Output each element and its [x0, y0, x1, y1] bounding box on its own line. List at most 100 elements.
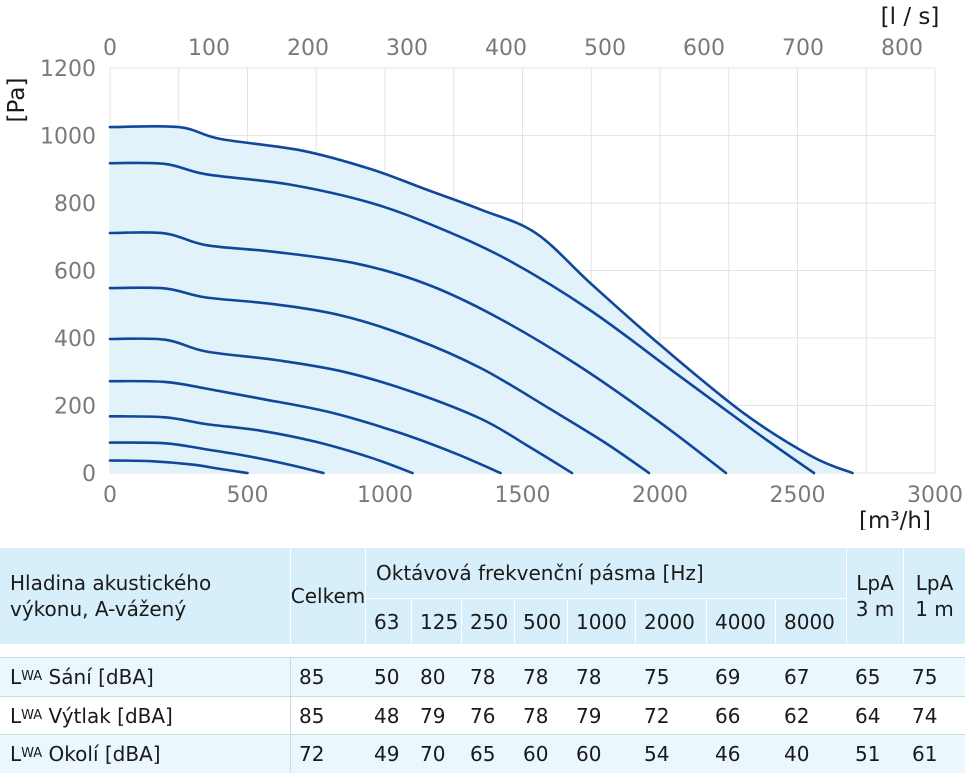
octave-header-250: 250 — [462, 599, 514, 644]
header-label: Hladina akustického výkonu, A-vážený — [0, 548, 290, 644]
row-label: L WA Výtlak [dBA] — [0, 697, 290, 735]
lpa3-line2: 3 m — [855, 597, 895, 621]
table-cell: 74 — [912, 704, 938, 728]
octave-separator — [461, 599, 462, 644]
top-axis-unit: [l / s] — [881, 4, 940, 30]
y-tick-label: 1200 — [40, 57, 96, 82]
fan-curve-7 — [108, 231, 728, 475]
row-label-text: Okolí [dBA] — [42, 742, 161, 766]
x-tick-label: 1500 — [495, 483, 551, 508]
row-label-prefix: L — [10, 704, 22, 728]
lpa1-line2: 1 m — [915, 597, 954, 621]
header-label-line2: výkonu, A-vážený — [10, 597, 187, 621]
table-cell: 60 — [576, 742, 602, 766]
header-octave-title: Oktávová frekvenční pásma [Hz] — [366, 548, 846, 598]
header-total-text: Celkem — [290, 584, 366, 608]
octave-header-4000: 4000 — [707, 599, 775, 644]
table-cell: 78 — [523, 704, 549, 728]
table-cell: 80 — [420, 665, 446, 689]
table-cell: 85 — [299, 704, 325, 728]
header-label-line1: Hladina akustického — [10, 571, 212, 595]
table-cell: 72 — [644, 704, 670, 728]
fan-curve-4 — [108, 379, 502, 475]
operating-area-fill — [110, 126, 853, 473]
table-cell: 66 — [715, 704, 741, 728]
table-cell: 60 — [523, 742, 549, 766]
octave-separator — [411, 599, 412, 644]
row-label-text: Výtlak [dBA] — [42, 704, 173, 728]
fan-curve-2 — [108, 441, 325, 475]
table-cell: 75 — [912, 665, 938, 689]
axis-ticks: 0 500 1000 1500 2000 2500 30000200400600800100… — [40, 36, 963, 508]
fan-curve-3 — [108, 415, 414, 475]
y-tick-label: 0 — [82, 462, 96, 487]
top-tick-label: 200 — [287, 36, 329, 61]
fan-curve-6 — [108, 286, 651, 475]
y-tick-label: 1000 — [40, 125, 96, 150]
octave-title-text: Oktávová frekvenční pásma [Hz] — [376, 561, 704, 585]
x-tick-label: 500 — [227, 483, 269, 508]
octave-separator — [567, 599, 568, 644]
table-cell: 62 — [784, 704, 810, 728]
top-tick-label: 600 — [683, 36, 725, 61]
table-row — [0, 735, 965, 773]
row-separator — [0, 734, 965, 735]
header-total: Celkem — [291, 548, 365, 644]
row-label: L WA Okolí [dBA] — [0, 735, 290, 773]
octave-separator — [775, 599, 776, 644]
header-lpa-1m: LpA 1 m — [904, 548, 965, 644]
octave-separator — [514, 599, 515, 644]
top-tick-label: 500 — [584, 36, 626, 61]
row-label: L WA Sání [dBA] — [0, 658, 290, 696]
table-cell: 54 — [644, 742, 670, 766]
x-tick-label: 0 — [103, 483, 117, 508]
table-cell: 65 — [855, 665, 881, 689]
row-label-prefix: L — [10, 665, 22, 689]
fan-curve-9 — [108, 124, 854, 475]
table-cell: 46 — [715, 742, 741, 766]
header-separator — [290, 548, 291, 644]
table-cell: 48 — [374, 704, 400, 728]
y-tick-label: 600 — [54, 260, 96, 285]
table-cell: 49 — [374, 742, 400, 766]
x-tick-label: 2500 — [770, 483, 826, 508]
octave-header-500: 500 — [515, 599, 567, 644]
octave-header-125: 125 — [412, 599, 461, 644]
x-axis-unit: [m³/h] — [859, 508, 931, 530]
table-cell: 67 — [784, 665, 810, 689]
octave-separator — [706, 599, 707, 644]
header-lpa-3m: LpA 3 m — [847, 548, 903, 644]
table-cell: 70 — [420, 742, 446, 766]
x-tick-label: 2000 — [632, 483, 688, 508]
table-row — [0, 697, 965, 735]
acoustic-power-table: Hladina akustického výkonu, A-vážený Cel… — [0, 548, 965, 774]
header-separator — [903, 548, 904, 644]
octave-header-2000: 2000 — [636, 599, 706, 644]
table-cell: 64 — [855, 704, 881, 728]
fan-curve-5 — [108, 337, 574, 475]
table-cell: 79 — [576, 704, 602, 728]
octave-separator — [635, 599, 636, 644]
row-label-subscript: WA — [21, 708, 43, 723]
x-tick-label: 3000 — [907, 483, 963, 508]
header-separator — [846, 548, 847, 644]
row-separator — [0, 657, 965, 658]
table-cell: 61 — [912, 742, 938, 766]
table-cell: 79 — [420, 704, 446, 728]
y-tick-label: 800 — [54, 192, 96, 217]
fan-curve-1 — [108, 459, 249, 475]
fan-curves — [108, 124, 854, 475]
table-cell: 78 — [470, 665, 496, 689]
row-label-prefix: L — [10, 742, 22, 766]
x-tick-label: 1000 — [357, 483, 413, 508]
top-tick-label: 800 — [881, 36, 923, 61]
octave-header-63: 63 — [366, 599, 411, 644]
table-cell: 76 — [470, 704, 496, 728]
top-tick-label: 700 — [782, 36, 824, 61]
table-cell: 78 — [523, 665, 549, 689]
body-label-separator — [290, 658, 291, 773]
top-tick-label: 0 — [103, 36, 117, 61]
y-axis-unit: [Pa] — [4, 78, 30, 123]
table-cell: 75 — [644, 665, 670, 689]
octave-header-1000: 1000 — [568, 599, 635, 644]
